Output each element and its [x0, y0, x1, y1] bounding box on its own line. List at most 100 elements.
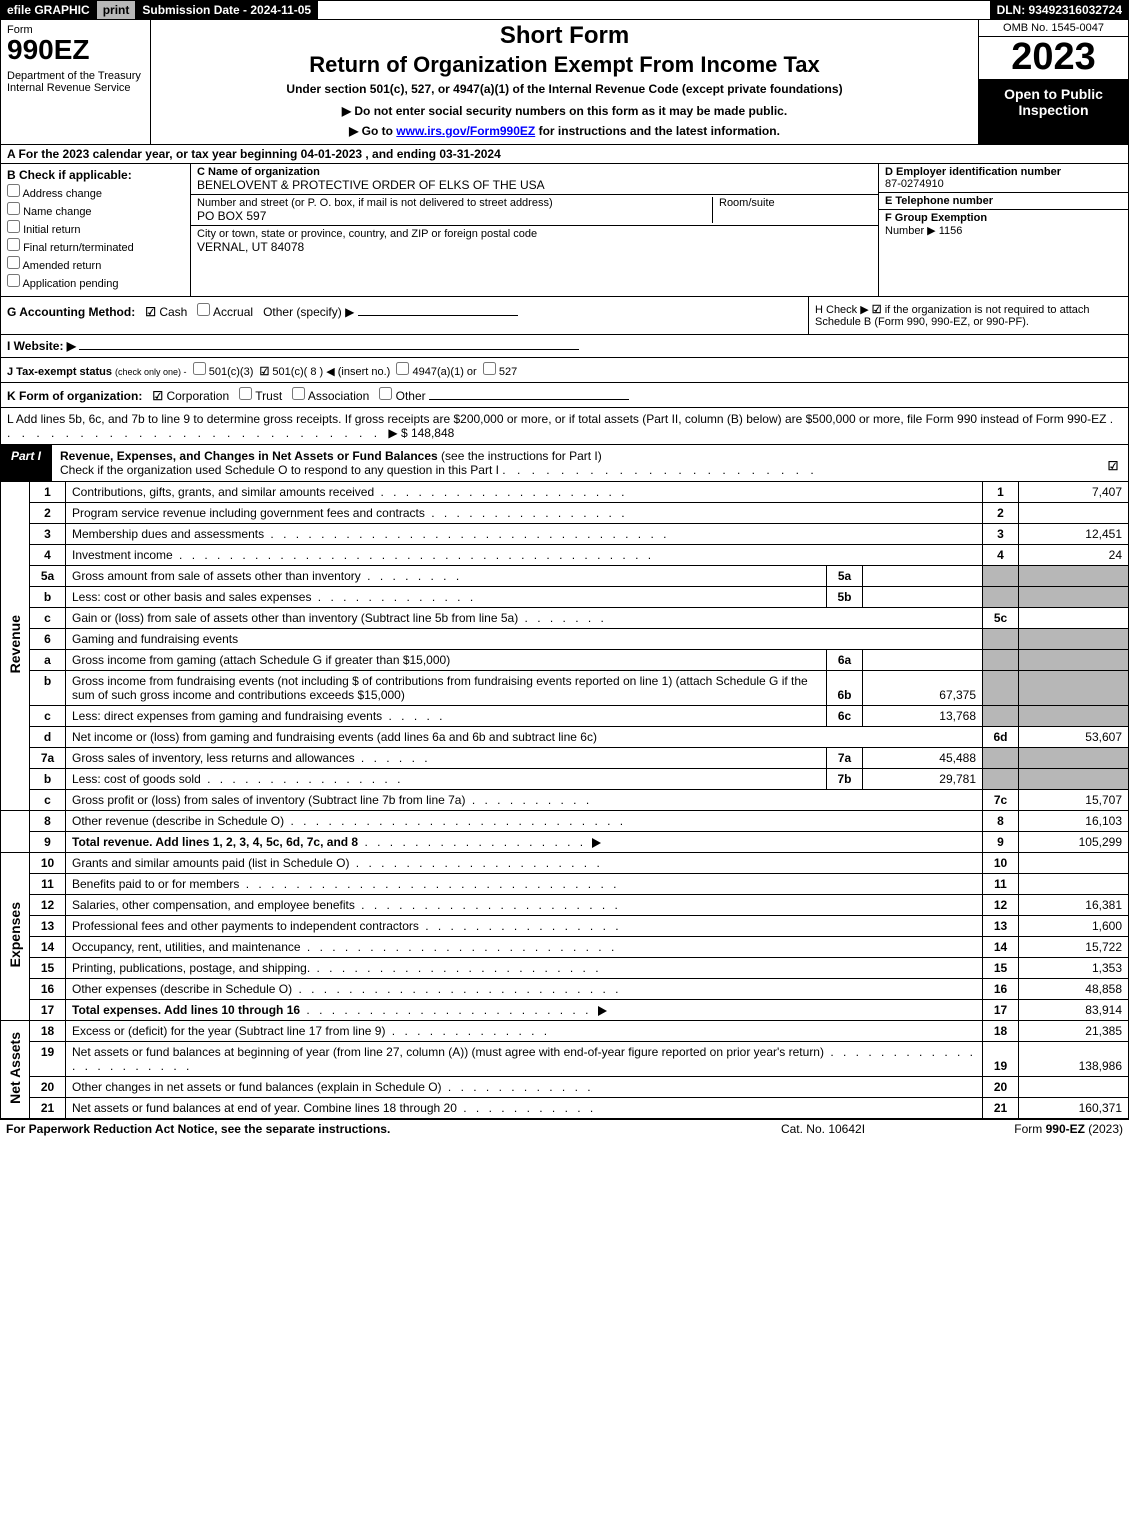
- table-row: 6 Gaming and fundraising events: [1, 629, 1129, 650]
- table-row: a Gross income from gaming (attach Sched…: [1, 650, 1129, 671]
- short-form-title: Short Form: [161, 22, 968, 50]
- header-right: OMB No. 1545-0047 2023 Open to Public In…: [978, 20, 1128, 144]
- j-527-checkbox[interactable]: [483, 362, 496, 375]
- group-exemption-number-label: Number ▶: [885, 225, 936, 237]
- chk-address-change-box[interactable]: [7, 184, 20, 197]
- org-name-value: BENELOVENT & PROTECTIVE ORDER OF ELKS OF…: [197, 178, 872, 192]
- org-name-label: C Name of organization: [197, 166, 872, 178]
- part1-title: Revenue, Expenses, and Changes in Net As…: [60, 449, 438, 463]
- topbar-spacer: [318, 1, 990, 19]
- k-other-line[interactable]: [429, 399, 629, 400]
- tax-year: 2023: [979, 37, 1128, 80]
- chk-application-pending[interactable]: Application pending: [7, 274, 184, 290]
- goto-note: ▶ Go to www.irs.gov/Form990EZ for instru…: [161, 124, 968, 138]
- org-street-row: Number and street (or P. O. box, if mail…: [191, 195, 878, 226]
- org-city-value: VERNAL, UT 84078: [197, 240, 872, 254]
- group-exemption-label: F Group Exemption: [885, 212, 987, 224]
- k-corp-checked-icon: ☑: [152, 389, 163, 403]
- k-label: K Form of organization:: [7, 389, 142, 403]
- table-row: 11 Benefits paid to or for members . . .…: [1, 874, 1129, 895]
- table-row: 15 Printing, publications, postage, and …: [1, 958, 1129, 979]
- table-row: 9 Total revenue. Add lines 1, 2, 3, 4, 5…: [1, 832, 1129, 853]
- website-line[interactable]: [79, 349, 579, 350]
- header-left: Form 990EZ Department of the Treasury In…: [1, 20, 151, 144]
- table-row: 17 Total expenses. Add lines 10 through …: [1, 1000, 1129, 1021]
- j-4947-checkbox[interactable]: [396, 362, 409, 375]
- k-assoc: Association: [308, 389, 369, 403]
- j-527: 527: [499, 366, 517, 378]
- org-street-label: Number and street (or P. O. box, if mail…: [197, 197, 553, 209]
- col-c-org-info: C Name of organization BENELOVENT & PROT…: [191, 164, 878, 296]
- chk-initial-return[interactable]: Initial return: [7, 220, 184, 236]
- table-row: 3 Membership dues and assessments . . . …: [1, 524, 1129, 545]
- footer-right: Form 990-EZ (2023): [923, 1122, 1123, 1136]
- row-j-tax-exempt: J Tax-exempt status (check only one) - 5…: [0, 358, 1129, 383]
- chk-name-change-box[interactable]: [7, 202, 20, 215]
- accounting-method: G Accounting Method: ☑ Cash Accrual Othe…: [1, 297, 808, 334]
- open-to-public: Open to Public Inspection: [979, 80, 1128, 144]
- h-checked-icon: ☑: [872, 304, 882, 316]
- submission-date: Submission Date - 2024-11-05: [136, 1, 318, 19]
- j-501c-checked-icon: ☑: [259, 366, 269, 378]
- j-501c3-checkbox[interactable]: [193, 362, 206, 375]
- h-pre: H Check ▶: [815, 304, 872, 316]
- table-row: d Net income or (loss) from gaming and f…: [1, 727, 1129, 748]
- k-other: Other: [396, 389, 426, 403]
- k-corp: Corporation: [166, 389, 229, 403]
- chk-name-change[interactable]: Name change: [7, 202, 184, 218]
- k-other-checkbox[interactable]: [379, 387, 392, 400]
- k-trust-checkbox[interactable]: [239, 387, 252, 400]
- table-row: Expenses 10 Grants and similar amounts p…: [1, 853, 1129, 874]
- header-mid: Short Form Return of Organization Exempt…: [151, 20, 978, 144]
- part1-checked-icon: ☑: [1108, 459, 1119, 473]
- form-number: 990EZ: [7, 36, 144, 64]
- chk-amended-return[interactable]: Amended return: [7, 256, 184, 272]
- col-b-header: B Check if applicable:: [7, 168, 184, 182]
- org-street-value: PO BOX 597: [197, 209, 266, 223]
- chk-final-return[interactable]: Final return/terminated: [7, 238, 184, 254]
- cash-label: Cash: [159, 305, 187, 319]
- table-row: 5a Gross amount from sale of assets othe…: [1, 566, 1129, 587]
- irs-link[interactable]: www.irs.gov/Form990EZ: [396, 124, 535, 138]
- accrual-checkbox[interactable]: [197, 303, 210, 316]
- j-4947: 4947(a)(1) or: [413, 366, 477, 378]
- h-schedule-b: H Check ▶ ☑ if the organization is not r…: [808, 297, 1128, 334]
- footer-left: For Paperwork Reduction Act Notice, see …: [6, 1122, 723, 1136]
- table-row: c Less: direct expenses from gaming and …: [1, 706, 1129, 727]
- other-specify-line[interactable]: [358, 315, 518, 316]
- table-row: b Less: cost of goods sold . . . . . . .…: [1, 769, 1129, 790]
- efile-label[interactable]: efile GRAPHIC: [1, 1, 97, 19]
- chk-final-return-box[interactable]: [7, 238, 20, 251]
- goto-pre: ▶ Go to: [349, 124, 396, 138]
- chk-initial-return-box[interactable]: [7, 220, 20, 233]
- phone-block: E Telephone number: [879, 193, 1128, 210]
- org-city-label: City or town, state or province, country…: [197, 228, 872, 240]
- expenses-side-label: Expenses: [1, 853, 30, 1021]
- phone-label: E Telephone number: [885, 195, 993, 207]
- table-row: b Gross income from fundraising events (…: [1, 671, 1129, 706]
- table-row: b Less: cost or other basis and sales ex…: [1, 587, 1129, 608]
- row-k-form-of-org: K Form of organization: ☑ Corporation Tr…: [0, 383, 1129, 408]
- part1-title-block: Revenue, Expenses, and Changes in Net As…: [52, 445, 1098, 481]
- chk-application-pending-box[interactable]: [7, 274, 20, 287]
- row-a-tax-year: A For the 2023 calendar year, or tax yea…: [0, 145, 1129, 164]
- ein-label: D Employer identification number: [885, 166, 1061, 178]
- form-subtitle: Under section 501(c), 527, or 4947(a)(1)…: [161, 82, 968, 96]
- part1-checkbox-cell: ☑: [1098, 445, 1128, 481]
- part1-table: Revenue 1 Contributions, gifts, grants, …: [0, 482, 1129, 1119]
- print-button[interactable]: print: [97, 1, 137, 19]
- other-label: Other (specify) ▶: [263, 305, 354, 319]
- row-i-website: I Website: ▶: [0, 335, 1129, 358]
- chk-amended-return-box[interactable]: [7, 256, 20, 269]
- j-501c: 501(c)( 8 ) ◀ (insert no.): [272, 366, 390, 378]
- table-row: Revenue 1 Contributions, gifts, grants, …: [1, 482, 1129, 503]
- k-assoc-checkbox[interactable]: [292, 387, 305, 400]
- j-501c3: 501(c)(3): [209, 366, 254, 378]
- table-row: 16 Other expenses (describe in Schedule …: [1, 979, 1129, 1000]
- chk-address-change[interactable]: Address change: [7, 184, 184, 200]
- table-row: 13 Professional fees and other payments …: [1, 916, 1129, 937]
- part1-title2: (see the instructions for Part I): [441, 449, 602, 463]
- table-row: 2 Program service revenue including gove…: [1, 503, 1129, 524]
- form-header: Form 990EZ Department of the Treasury In…: [0, 20, 1129, 145]
- arrow-icon: [592, 838, 601, 848]
